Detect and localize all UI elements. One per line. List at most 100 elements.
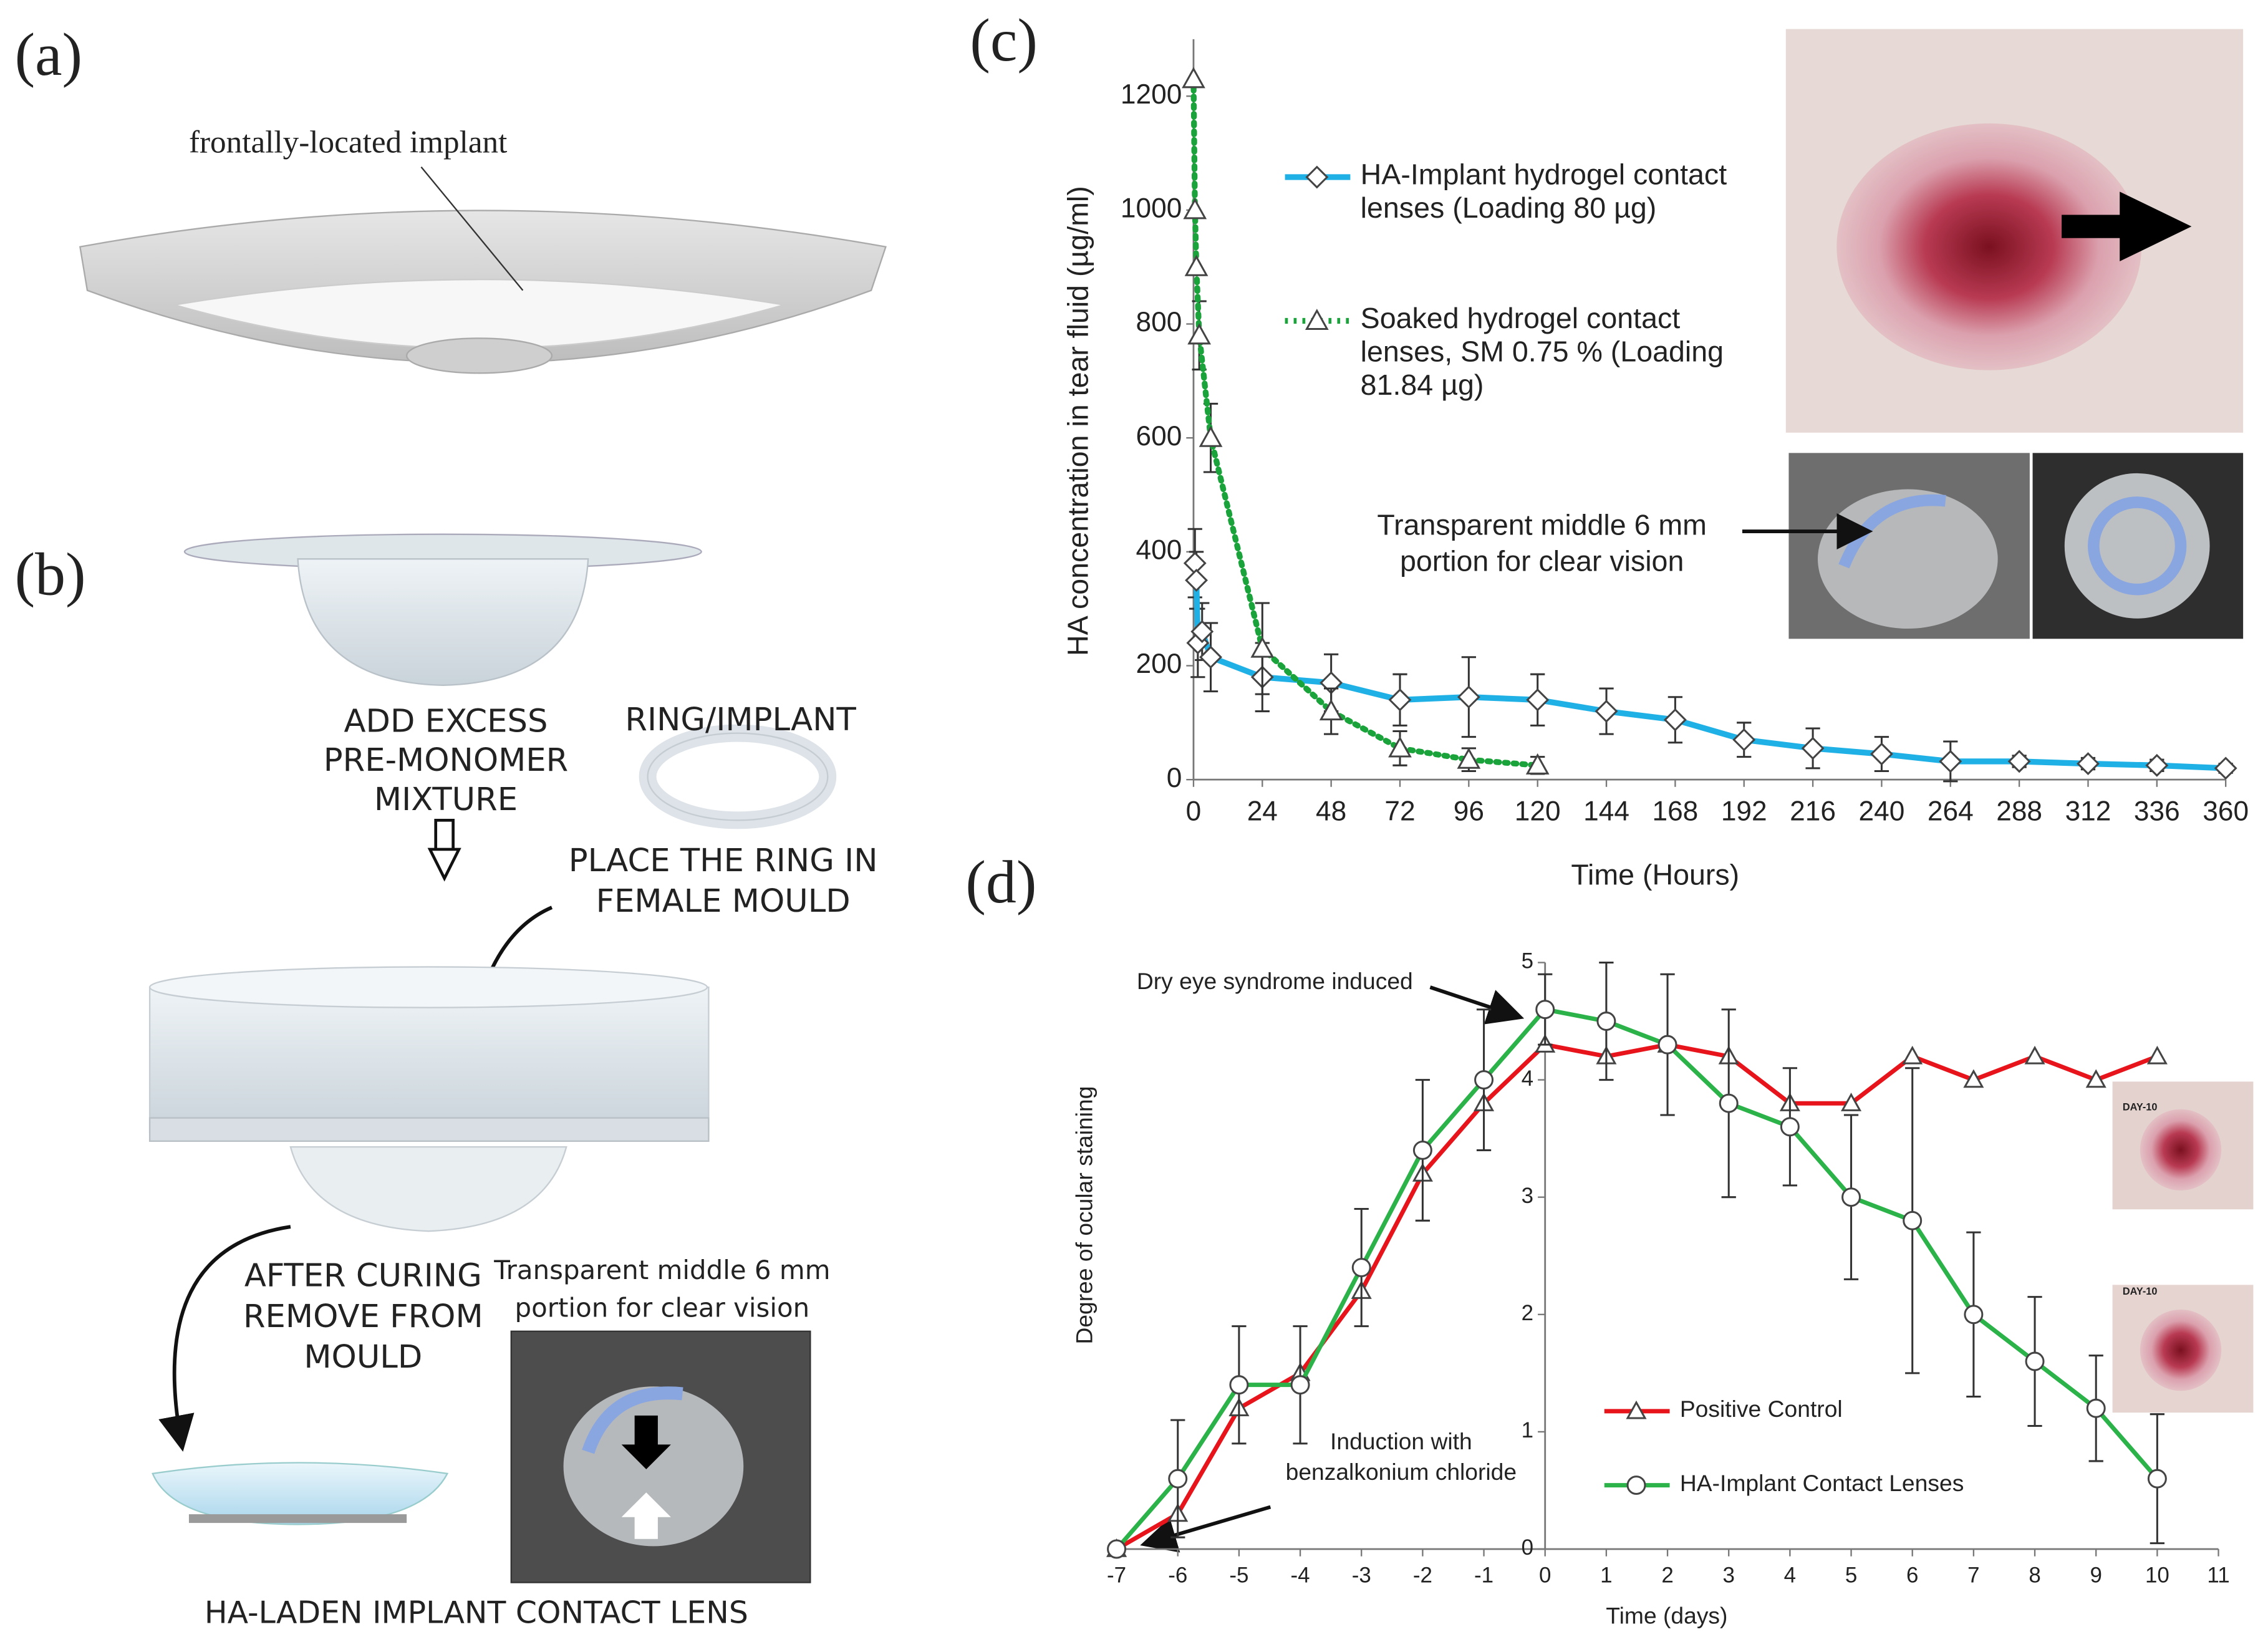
marker (1841, 1093, 1862, 1111)
marker (1595, 700, 1618, 723)
x-tick-label: 11 (2207, 1563, 2229, 1587)
x-tick-label: -5 (1229, 1563, 1248, 1587)
series-line (1114, 1007, 2159, 1552)
marker (1319, 699, 1343, 721)
panel-label: (d) (965, 849, 1036, 916)
x-tick-label: 360 (2203, 796, 2249, 826)
annotation: benzalkonium chloride (1286, 1459, 1517, 1485)
marker (1187, 323, 1212, 345)
legend-entry: HA-Implant hydrogel contact lenses (Load… (1360, 160, 1727, 225)
implant-diagram (79, 166, 887, 374)
x-tick-label: 8 (2029, 1563, 2040, 1587)
x-tick-label: 1 (1600, 1563, 1612, 1587)
marker (1457, 685, 1480, 709)
marker (2214, 756, 2237, 780)
legend-label: Soaked hydrogel contact lenses, SM 0.75 … (1360, 303, 1724, 402)
legend-entry: HA-Implant Contact Lenses (1679, 1472, 1964, 1497)
x-tick-label: 48 (1316, 796, 1346, 826)
marker (2085, 1069, 2106, 1088)
marker (1939, 750, 1962, 773)
marker (2025, 1351, 2045, 1371)
marker (1184, 254, 1209, 276)
x-tick-label: 336 (2134, 796, 2180, 826)
marker (2007, 750, 2031, 773)
marker (1658, 1035, 1677, 1055)
step-label: PLACE THE RING IN (569, 842, 878, 879)
step-label: FEMALE MOULD (596, 882, 851, 920)
marker (1107, 1539, 1127, 1559)
annotation: frontally-located implant (189, 125, 507, 160)
step-label: MIXTURE (374, 781, 518, 818)
annotation: Induction with (1330, 1428, 1472, 1454)
x-tick-label: -3 (1352, 1563, 1371, 1587)
result-label: HA-LADEN IMPLANT CONTACT LENS (205, 1595, 748, 1630)
marker (2146, 1045, 2168, 1065)
marker (1183, 198, 1207, 220)
y-tick-label: 2 (1522, 1301, 1533, 1325)
x-tick-label: 168 (1652, 796, 1698, 826)
x-tick-label: 144 (1583, 796, 1629, 826)
marker (1388, 688, 1412, 712)
y-tick-label: 3 (1522, 1184, 1533, 1208)
y-tick-label: 5 (1522, 949, 1533, 973)
step-label: MOULD (304, 1338, 422, 1376)
marker (1535, 1000, 1555, 1020)
y-tick-label: 1200 (1121, 79, 1182, 110)
marker (2145, 753, 2169, 777)
x-tick-label: -7 (1107, 1563, 1126, 1587)
y-axis-label: HA concentration in tear fluid (µg/ml) (1062, 186, 1094, 656)
marker (1185, 569, 1208, 592)
y-tick-label: 0 (1522, 1535, 1533, 1560)
marker (1870, 742, 1893, 766)
x-tick-label: 5 (1845, 1563, 1857, 1587)
marker (1596, 1012, 1616, 1031)
legend-marker (1305, 309, 1329, 331)
legend-label: HA-Implant hydrogel contact lenses (Load… (1360, 160, 1727, 225)
annotation: portion for clear vision (1400, 545, 1684, 577)
x-tick-label: 10 (2145, 1563, 2169, 1587)
marker (1351, 1258, 1371, 1278)
marker (1388, 736, 1412, 758)
step-label: REMOVE FROM (243, 1298, 483, 1335)
y-tick-label: 1000 (1121, 193, 1182, 224)
chart: 0 24 48 72 96 120 144 168 192 216 240 264 288 312 336 3… (1062, 39, 2249, 891)
marker (1963, 1069, 1984, 1088)
legend-label: HA-Implant Contact Lenses (1679, 1472, 1964, 1497)
marker (1474, 1070, 1494, 1090)
legend-entry: Positive Control (1680, 1398, 1843, 1423)
marker (1526, 688, 1550, 712)
panel-label: (b) (15, 541, 86, 609)
x-tick-label: 96 (1454, 796, 1484, 826)
x-tick-label: 6 (1906, 1563, 1918, 1587)
marker (1964, 1305, 1984, 1325)
eye-photos (1742, 29, 2244, 639)
x-tick-label: 9 (2090, 1563, 2102, 1587)
x-axis-label: Time (Hours) (1571, 858, 1739, 891)
annotation: Dry eye syndrome induced (1137, 968, 1413, 994)
x-tick-label: 240 (1859, 796, 1905, 826)
step-label: AFTER CURING (244, 1257, 482, 1295)
x-tick-label: 7 (1967, 1563, 1979, 1587)
marker (1902, 1045, 1923, 1065)
photo-caption: Transparent middle 6 mm (493, 1255, 830, 1285)
marker (1168, 1469, 1188, 1489)
marker (2077, 752, 2100, 776)
y-tick-label: 600 (1136, 421, 1182, 452)
x-tick-label: -4 (1291, 1563, 1310, 1587)
marker (1780, 1117, 1800, 1137)
x-tick-label: -6 (1168, 1563, 1187, 1587)
x-axis-label: Time (days) (1606, 1602, 1727, 1628)
marker (1903, 1210, 1923, 1230)
marker (1229, 1375, 1249, 1395)
panel-label: (c) (970, 7, 1038, 74)
annotation: DAY-10 (2123, 1102, 2158, 1113)
eye-photos-d (1140, 985, 2254, 1553)
legend-marker (1305, 165, 1329, 189)
step-label: RING/IMPLANT (625, 701, 856, 738)
x-tick-label: 0 (1539, 1563, 1551, 1587)
x-tick-label: 2 (1661, 1563, 1673, 1587)
marker (1732, 728, 1756, 751)
y-tick-label: 1 (1522, 1418, 1533, 1442)
step-label: PRE-MONOMER (324, 741, 568, 779)
